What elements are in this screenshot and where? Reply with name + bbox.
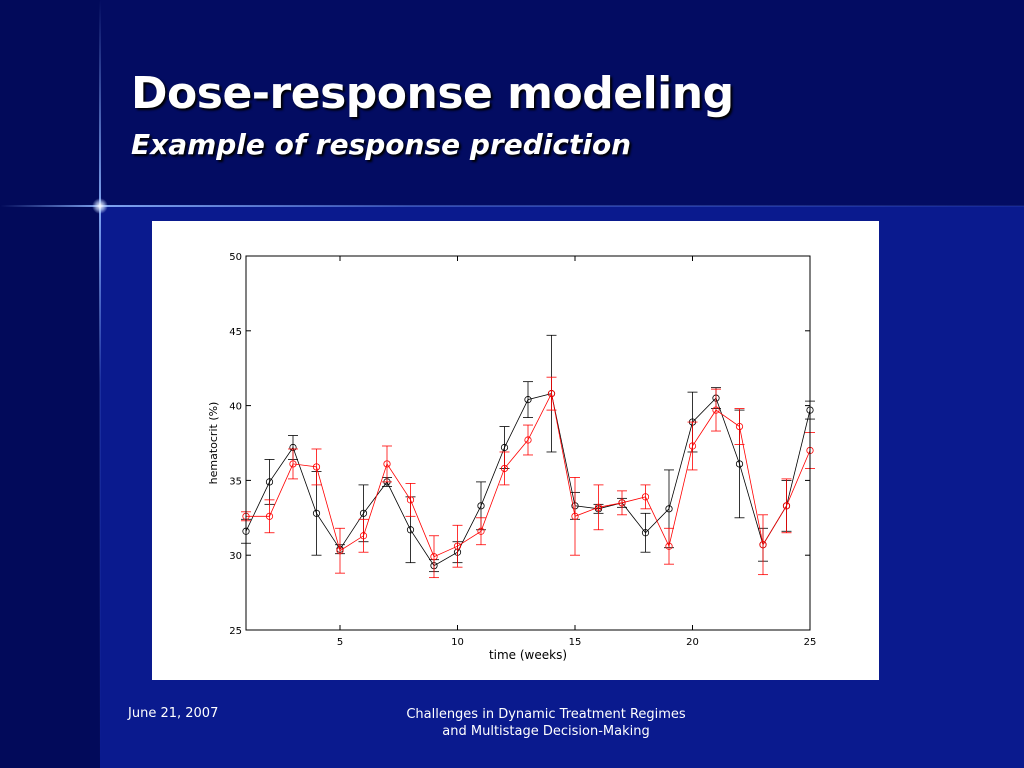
error-bar [781,478,792,534]
data-point [571,512,579,520]
data-point [359,509,368,517]
decorative-horizontal-line [0,205,1024,207]
data-point [712,406,720,414]
error-bar [593,484,604,531]
error-bar [264,499,275,534]
hematocrit-chart: 5 10 15 20 25 25 30 35 40 45 50 time (weeks) hemat… [207,252,816,662]
decorative-star-icon [92,198,108,214]
y-tick-label: 25 [229,626,242,637]
data-point [782,502,791,510]
error-bar [452,524,463,568]
series-layer [241,334,815,579]
error-bar [288,448,298,480]
error-bar [335,527,345,574]
x-tick-label: 20 [686,637,699,648]
ticks-layer: 5 10 15 20 25 25 30 35 40 45 50 [229,252,816,648]
series-line [245,393,811,567]
x-axis-label: time (weeks) [489,648,567,662]
data-point [665,542,673,550]
data-point [594,503,603,511]
error-bar [687,421,698,471]
y-axis-label: hematocrit (%) [207,402,220,485]
error-bar [617,490,627,516]
data-point [265,512,274,520]
data-point [641,493,650,501]
footer-title-line-2: and Multistage Decision-Making [442,724,650,739]
data-point [383,460,391,468]
data-point [265,478,274,486]
error-bar [640,484,651,510]
error-bar [711,388,721,432]
slide-title: Dose-response modeling [131,68,734,119]
y-tick-label: 50 [229,252,242,263]
background-top-band [0,0,1024,206]
data-point [359,532,368,540]
data-point [735,422,744,431]
y-tick-label: 45 [229,327,242,338]
x-tick-label: 10 [451,637,464,648]
series-line [246,392,811,558]
x-tick-label: 25 [804,637,817,648]
data-point [500,464,509,473]
data-point [641,529,650,537]
error-bar [358,518,369,553]
data-point [524,396,532,404]
data-point [406,496,415,504]
error-bar [523,424,533,456]
y-tick-label: 35 [229,476,242,487]
data-point [312,509,321,517]
error-bar [664,527,674,565]
error-bar [734,408,745,445]
data-point [406,526,415,534]
error-bar [429,535,439,579]
x-tick-label: 15 [569,637,582,648]
data-point [289,460,297,468]
x-tick-label: 5 [337,637,343,648]
error-bar [476,517,486,546]
footer-title-line-1: Challenges in Dynamic Treatment Regimes [406,707,686,722]
data-point [735,460,744,468]
data-point [477,527,485,535]
data-point [312,463,321,471]
background-left-band [0,0,100,768]
y-tick-label: 40 [229,402,242,413]
slide-subtitle: Example of response prediction [131,128,632,161]
error-bar [382,445,392,483]
data-point [688,442,697,450]
error-bar [523,381,533,418]
chart-panel: 5 10 15 20 25 25 30 35 40 45 50 time (weeks) hemat… [152,221,879,680]
y-tick-label: 30 [229,551,242,562]
footer-date: June 21, 2007 [128,706,219,721]
data-point [430,553,438,561]
error-bar [546,376,557,411]
data-point [336,547,344,555]
error-bar [405,482,416,517]
data-point [453,542,462,550]
error-bar [499,451,510,486]
decorative-vertical-line [99,0,101,768]
data-point [759,541,767,549]
data-point [665,505,673,513]
footer-presentation-title: Challenges in Dynamic Treatment Regimes … [386,706,706,740]
error-bar [758,514,768,576]
data-point [618,499,626,507]
data-point [477,502,485,510]
error-bar [570,477,580,556]
data-point [524,436,532,444]
data-point [547,390,556,398]
error-bar [311,448,322,486]
error-bar [640,512,651,553]
plot-frame [245,255,811,631]
data-point [500,443,509,452]
